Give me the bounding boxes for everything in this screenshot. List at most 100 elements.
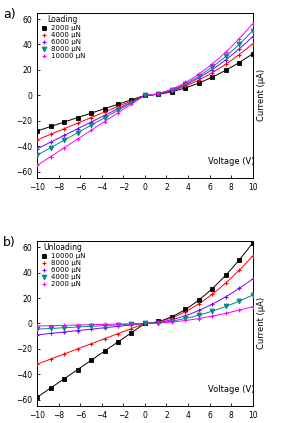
8000 μN [170, 315, 174, 320]
2000 μN [224, 68, 227, 73]
8000 μN [63, 352, 66, 357]
Line: 10000 μN: 10000 μN [36, 241, 254, 399]
6000 μN [197, 75, 200, 80]
4000 μN [197, 77, 200, 82]
6000 μN [130, 322, 133, 327]
4000 μN [224, 304, 227, 309]
6000 μN [210, 302, 214, 307]
6000 μN [251, 277, 254, 282]
6000 μN [157, 320, 160, 325]
8000 μN [36, 153, 39, 158]
4000 μN [210, 70, 214, 75]
8000 μN [130, 326, 133, 331]
4000 μN [49, 326, 53, 331]
Line: 6000 μN: 6000 μN [35, 277, 255, 337]
2000 μN [76, 322, 79, 327]
10000 μN [210, 286, 214, 291]
6000 μN [143, 93, 147, 98]
10000 μN [116, 339, 120, 344]
Line: 10000 μN: 10000 μN [35, 22, 255, 168]
10000 μN [143, 321, 147, 326]
6000 μN [103, 113, 106, 118]
2000 μN [170, 319, 174, 324]
8000 μN [130, 100, 133, 105]
10000 μN [237, 258, 241, 263]
8000 μN [63, 137, 66, 143]
6000 μN [116, 106, 120, 111]
4000 μN [197, 313, 200, 318]
10000 μN [197, 297, 200, 302]
10000 μN [237, 36, 241, 41]
10000 μN [157, 91, 160, 96]
4000 μN [210, 309, 214, 314]
4000 μN [184, 84, 187, 89]
4000 μN [157, 91, 160, 96]
6000 μN [224, 294, 227, 299]
2000 μN [36, 129, 39, 134]
Y-axis label: Current (μA): Current (μA) [257, 297, 266, 349]
8000 μN [210, 65, 214, 70]
2000 μN [197, 316, 200, 321]
4000 μN [143, 321, 147, 326]
2000 μN [237, 308, 241, 313]
6000 μN [103, 325, 106, 330]
2000 μN [76, 115, 79, 120]
8000 μN [143, 93, 147, 98]
10000 μN [49, 154, 53, 159]
2000 μN [251, 51, 254, 56]
2000 μN [63, 120, 66, 125]
8000 μN [251, 253, 254, 258]
4000 μN [90, 115, 93, 120]
4000 μN [76, 324, 79, 330]
2000 μN [103, 106, 106, 111]
10000 μN [90, 128, 93, 133]
10000 μN [197, 71, 200, 77]
10000 μN [157, 319, 160, 324]
Line: 2000 μN: 2000 μN [35, 304, 255, 328]
6000 μN [237, 286, 241, 291]
4000 μN [36, 137, 39, 143]
10000 μN [224, 49, 227, 55]
2000 μN [103, 322, 106, 327]
6000 μN [170, 317, 174, 322]
10000 μN [143, 93, 147, 98]
8000 μN [237, 42, 241, 47]
10000 μN [130, 102, 133, 107]
2000 μN [130, 97, 133, 102]
4000 μN [63, 325, 66, 330]
4000 μN [157, 320, 160, 325]
10000 μN [76, 137, 79, 142]
6000 μN [90, 327, 93, 332]
10000 μN [103, 119, 106, 124]
8000 μN [116, 108, 120, 113]
4000 μN [170, 319, 174, 324]
4000 μN [63, 126, 66, 131]
10000 μN [90, 358, 93, 363]
8000 μN [90, 341, 93, 346]
4000 μN [116, 104, 120, 109]
8000 μN [157, 91, 160, 96]
8000 μN [197, 301, 200, 306]
8000 μN [184, 81, 187, 86]
2000 μN [251, 304, 254, 309]
10000 μN [36, 395, 39, 400]
Text: a): a) [3, 8, 15, 21]
6000 μN [76, 328, 79, 333]
6000 μN [36, 332, 39, 338]
Y-axis label: Current (μA): Current (μA) [257, 69, 266, 121]
2000 μN [143, 321, 147, 326]
2000 μN [237, 60, 241, 65]
10000 μN [49, 385, 53, 390]
8000 μN [116, 331, 120, 336]
6000 μN [170, 88, 174, 93]
4000 μN [130, 99, 133, 104]
Line: 6000 μN: 6000 μN [35, 34, 255, 151]
10000 μN [63, 376, 66, 381]
6000 μN [157, 91, 160, 96]
Legend: 10000 μN, 8000 μN, 6000 μN, 4000 μN, 2000 μN: 10000 μN, 8000 μN, 6000 μN, 4000 μN, 200… [40, 242, 86, 288]
4000 μN [90, 324, 93, 329]
4000 μN [170, 88, 174, 93]
2000 μN [49, 124, 53, 129]
8000 μN [197, 74, 200, 79]
2000 μN [224, 311, 227, 316]
